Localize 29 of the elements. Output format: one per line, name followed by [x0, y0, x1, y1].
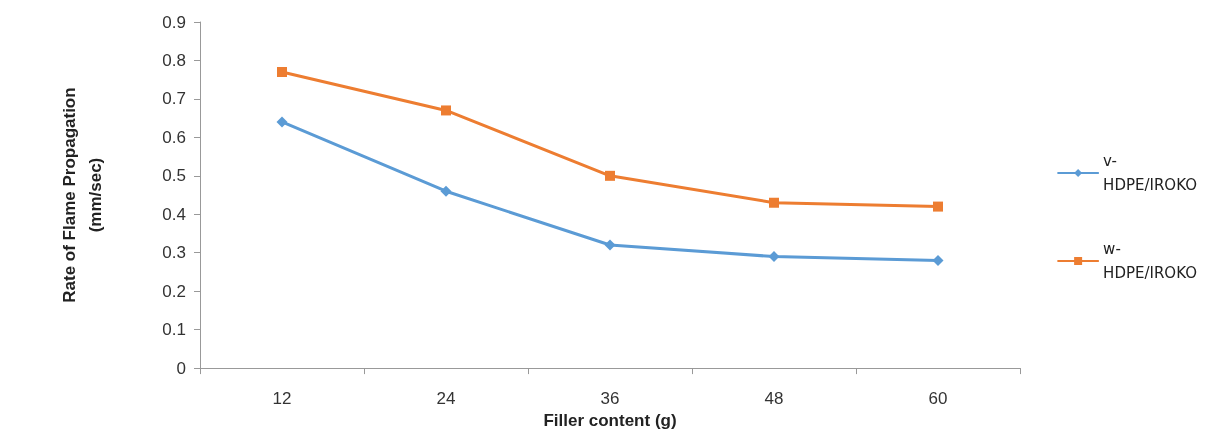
x-tick-label: 36 — [600, 389, 620, 409]
point — [769, 197, 779, 208]
point — [605, 170, 615, 181]
x-tick-label: 60 — [928, 389, 948, 409]
y-tick-label: 0.8 — [162, 50, 186, 70]
y-tick-label: 0.1 — [162, 320, 186, 340]
point — [768, 251, 780, 263]
x-tick-label: 12 — [272, 389, 292, 409]
point — [932, 254, 944, 266]
y-axis-title: Rate of Flame Propagation (mm/sec) — [59, 87, 105, 303]
x-axis-title: Filler content (g) — [543, 411, 677, 430]
x-tick-label: 48 — [764, 389, 784, 409]
y-tick-label: 0.6 — [162, 127, 186, 147]
y-tick-label: 0.5 — [162, 166, 186, 186]
y-tick-label: 0 — [176, 358, 186, 378]
point — [277, 66, 287, 77]
point — [440, 185, 452, 197]
y-tick-label: 0.9 — [162, 12, 186, 32]
point — [441, 105, 451, 116]
y-tick-label: 0.3 — [162, 243, 186, 263]
y-tick-label: 0.7 — [162, 89, 186, 109]
point — [933, 201, 943, 212]
point — [276, 116, 288, 128]
legend-label: v-HDPE/IROKO — [1103, 152, 1198, 194]
point — [604, 239, 616, 251]
legend-label: w-HDPE/IROKO — [1103, 240, 1198, 282]
y-tick-label: 0.2 — [162, 281, 186, 301]
y-tick-label: 0.4 — [162, 204, 186, 224]
x-tick-label: 24 — [436, 389, 456, 409]
